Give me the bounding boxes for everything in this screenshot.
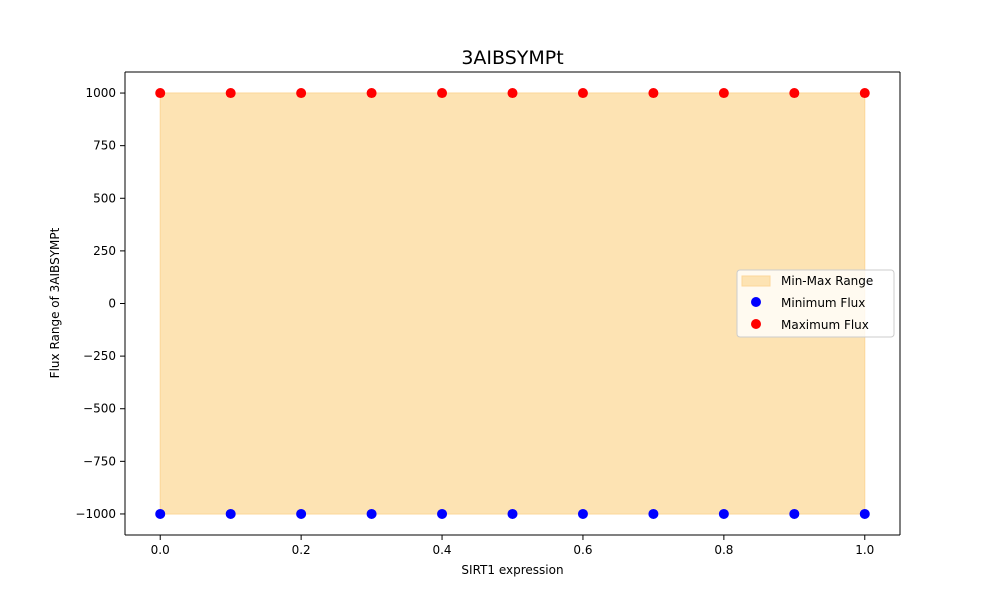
x-axis-label: SIRT1 expression xyxy=(461,563,563,577)
legend-marker-max xyxy=(751,319,761,329)
min-flux-point xyxy=(507,508,518,519)
legend: Min-Max Range Minimum Flux Maximum Flux xyxy=(736,269,895,338)
x-tick-label: 1.0 xyxy=(855,543,874,557)
y-tick-label: 750 xyxy=(93,139,116,153)
x-tick-label: 0.6 xyxy=(573,543,592,557)
legend-label-min: Minimum Flux xyxy=(781,296,865,310)
x-tick-label: 0.0 xyxy=(151,543,170,557)
y-tick-label: 1000 xyxy=(85,86,116,100)
min-flux-point xyxy=(155,508,166,519)
min-flux-point xyxy=(437,508,448,519)
x-tick-label: 0.2 xyxy=(292,543,311,557)
y-tick-label: 500 xyxy=(93,191,116,205)
legend-swatch-range xyxy=(741,275,771,287)
y-tick-label: −500 xyxy=(83,402,116,416)
data-points-layer xyxy=(155,88,870,519)
y-tick-label: −1000 xyxy=(75,507,116,521)
min-flux-point xyxy=(225,508,236,519)
min-flux-point xyxy=(789,508,800,519)
max-flux-point xyxy=(437,88,448,99)
legend-marker-min xyxy=(751,297,761,307)
min-flux-point xyxy=(296,508,307,519)
max-flux-point xyxy=(859,88,870,99)
max-flux-point xyxy=(366,88,377,99)
min-flux-point xyxy=(648,508,659,519)
max-flux-point xyxy=(718,88,729,99)
max-flux-point xyxy=(155,88,166,99)
y-axis-label: Flux Range of 3AIBSYMPt xyxy=(48,227,62,378)
y-tick-label: −750 xyxy=(83,454,116,468)
y-tick-label: −250 xyxy=(83,349,116,363)
y-tick-label: 0 xyxy=(108,297,116,311)
max-flux-point xyxy=(225,88,236,99)
max-flux-point xyxy=(648,88,659,99)
legend-label-max: Maximum Flux xyxy=(781,318,869,332)
max-flux-point xyxy=(296,88,307,99)
y-tick-label: 250 xyxy=(93,244,116,258)
chart-title: 3AIBSYMPt xyxy=(461,47,563,69)
x-tick-label: 0.4 xyxy=(432,543,451,557)
max-flux-point xyxy=(577,88,588,99)
min-flux-point xyxy=(718,508,729,519)
x-axis-ticks: 0.0 0.2 0.4 0.6 0.8 1.0 xyxy=(151,535,874,557)
max-flux-point xyxy=(789,88,800,99)
min-flux-point xyxy=(577,508,588,519)
legend-label-range: Min-Max Range xyxy=(781,274,873,288)
min-flux-point xyxy=(859,508,870,519)
min-flux-point xyxy=(366,508,377,519)
y-axis-ticks: −1000 −750 −500 −250 0 250 500 750 1000 xyxy=(75,86,125,521)
legend-frame xyxy=(736,269,895,338)
x-tick-label: 0.8 xyxy=(714,543,733,557)
max-flux-point xyxy=(507,88,518,99)
